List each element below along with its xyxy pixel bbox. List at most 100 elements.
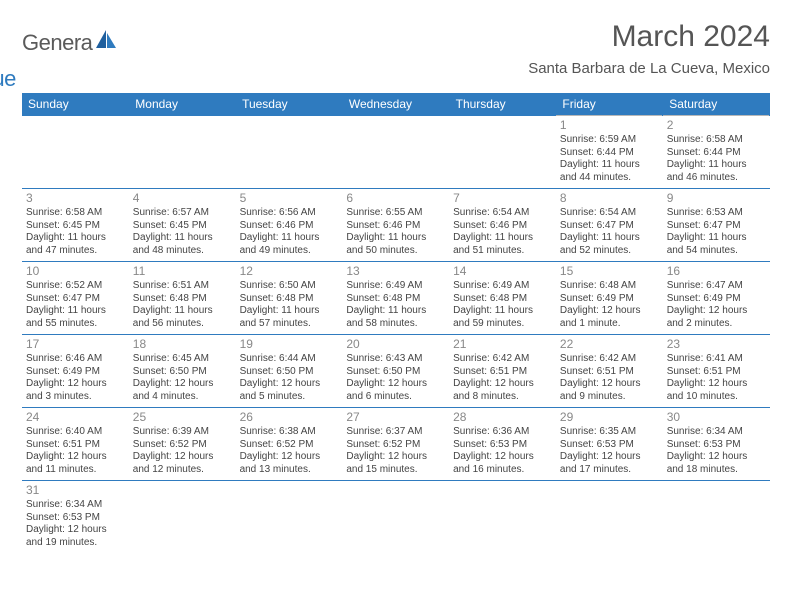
month-title: March 2024 — [528, 20, 770, 54]
daylight-text: and 50 minutes. — [346, 245, 445, 258]
sunrise-text: Sunrise: 6:43 AM — [346, 353, 445, 366]
sunrise-text: Sunrise: 6:38 AM — [240, 426, 339, 439]
sunset-text: Sunset: 6:50 PM — [240, 366, 339, 379]
daylight-text: Daylight: 12 hours — [26, 451, 125, 464]
sunset-text: Sunset: 6:46 PM — [453, 220, 552, 233]
calendar-day-cell: 7Sunrise: 6:54 AMSunset: 6:46 PMDaylight… — [449, 189, 556, 262]
daylight-text: Daylight: 11 hours — [560, 159, 659, 172]
day-header: Saturday — [663, 93, 770, 116]
daylight-text: and 59 minutes. — [453, 318, 552, 331]
sunrise-text: Sunrise: 6:41 AM — [667, 353, 766, 366]
day-number: 20 — [346, 337, 445, 352]
daylight-text: Daylight: 11 hours — [240, 305, 339, 318]
daylight-text: Daylight: 12 hours — [667, 451, 766, 464]
calendar-day-cell: 27Sunrise: 6:37 AMSunset: 6:52 PMDayligh… — [342, 408, 449, 481]
sunrise-text: Sunrise: 6:42 AM — [560, 353, 659, 366]
sunrise-text: Sunrise: 6:36 AM — [453, 426, 552, 439]
daylight-text: Daylight: 12 hours — [560, 378, 659, 391]
day-number: 29 — [560, 410, 659, 425]
sunset-text: Sunset: 6:51 PM — [453, 366, 552, 379]
day-number: 31 — [26, 483, 125, 498]
day-header: Monday — [129, 93, 236, 116]
calendar-day-cell — [129, 481, 236, 554]
day-number: 24 — [26, 410, 125, 425]
daylight-text: Daylight: 11 hours — [560, 232, 659, 245]
daylight-text: and 5 minutes. — [240, 391, 339, 404]
sunrise-text: Sunrise: 6:49 AM — [346, 280, 445, 293]
daylight-text: and 49 minutes. — [240, 245, 339, 258]
daylight-text: Daylight: 11 hours — [346, 305, 445, 318]
sunrise-text: Sunrise: 6:46 AM — [26, 353, 125, 366]
calendar-day-cell — [663, 481, 770, 554]
daylight-text: and 19 minutes. — [26, 537, 125, 550]
daylight-text: Daylight: 12 hours — [667, 378, 766, 391]
daylight-text: and 18 minutes. — [667, 464, 766, 477]
sunset-text: Sunset: 6:51 PM — [560, 366, 659, 379]
daylight-text: Daylight: 11 hours — [453, 305, 552, 318]
sunset-text: Sunset: 6:51 PM — [26, 439, 125, 452]
calendar-day-cell: 2Sunrise: 6:58 AMSunset: 6:44 PMDaylight… — [663, 116, 770, 189]
calendar-day-cell: 6Sunrise: 6:55 AMSunset: 6:46 PMDaylight… — [342, 189, 449, 262]
calendar-day-cell: 9Sunrise: 6:53 AMSunset: 6:47 PMDaylight… — [663, 189, 770, 262]
sunset-text: Sunset: 6:45 PM — [133, 220, 232, 233]
daylight-text: Daylight: 12 hours — [133, 451, 232, 464]
daylight-text: and 6 minutes. — [346, 391, 445, 404]
daylight-text: Daylight: 12 hours — [26, 524, 125, 537]
calendar-day-cell — [22, 116, 129, 189]
day-number: 23 — [667, 337, 766, 352]
sunrise-text: Sunrise: 6:37 AM — [346, 426, 445, 439]
daylight-text: Daylight: 12 hours — [240, 378, 339, 391]
daylight-text: and 56 minutes. — [133, 318, 232, 331]
day-number: 9 — [667, 191, 766, 206]
day-number: 4 — [133, 191, 232, 206]
sunrise-text: Sunrise: 6:48 AM — [560, 280, 659, 293]
daylight-text: Daylight: 12 hours — [346, 378, 445, 391]
daylight-text: Daylight: 12 hours — [560, 305, 659, 318]
sunset-text: Sunset: 6:50 PM — [133, 366, 232, 379]
daylight-text: and 44 minutes. — [560, 172, 659, 185]
sunset-text: Sunset: 6:51 PM — [667, 366, 766, 379]
sunset-text: Sunset: 6:45 PM — [26, 220, 125, 233]
daylight-text: and 15 minutes. — [346, 464, 445, 477]
logo: Genera lue — [22, 20, 118, 83]
day-number: 21 — [453, 337, 552, 352]
calendar-day-cell: 8Sunrise: 6:54 AMSunset: 6:47 PMDaylight… — [556, 189, 663, 262]
calendar-day-cell: 5Sunrise: 6:56 AMSunset: 6:46 PMDaylight… — [236, 189, 343, 262]
calendar-day-cell: 13Sunrise: 6:49 AMSunset: 6:48 PMDayligh… — [342, 262, 449, 335]
calendar-day-cell: 24Sunrise: 6:40 AMSunset: 6:51 PMDayligh… — [22, 408, 129, 481]
sunrise-text: Sunrise: 6:59 AM — [560, 134, 659, 147]
calendar-day-cell — [236, 481, 343, 554]
day-number: 27 — [346, 410, 445, 425]
daylight-text: and 11 minutes. — [26, 464, 125, 477]
day-number: 28 — [453, 410, 552, 425]
day-number: 18 — [133, 337, 232, 352]
calendar-day-cell: 16Sunrise: 6:47 AMSunset: 6:49 PMDayligh… — [663, 262, 770, 335]
sunset-text: Sunset: 6:53 PM — [560, 439, 659, 452]
day-number: 26 — [240, 410, 339, 425]
calendar-week-row: 10Sunrise: 6:52 AMSunset: 6:47 PMDayligh… — [22, 262, 770, 335]
calendar-week-row: 17Sunrise: 6:46 AMSunset: 6:49 PM Dayligh… — [22, 335, 770, 408]
day-number: 2 — [667, 118, 766, 133]
calendar-day-cell: 31Sunrise: 6:34 AMSunset: 6:53 PMDayligh… — [22, 481, 129, 554]
daylight-text: and 57 minutes. — [240, 318, 339, 331]
calendar-day-cell — [342, 481, 449, 554]
day-number: 1 — [560, 118, 659, 133]
sunrise-text: Sunrise: 6:49 AM — [453, 280, 552, 293]
daylight-text: Daylight: 11 hours — [346, 232, 445, 245]
sunrise-text: Sunrise: 6:39 AM — [133, 426, 232, 439]
daylight-text: Daylight: 11 hours — [667, 159, 766, 172]
sunrise-text: Sunrise: 6:51 AM — [133, 280, 232, 293]
day-number: 15 — [560, 264, 659, 279]
calendar-day-cell: 26Sunrise: 6:38 AMSunset: 6:52 PMDayligh… — [236, 408, 343, 481]
calendar-day-cell — [342, 116, 449, 189]
daylight-text: Daylight: 12 hours — [240, 451, 339, 464]
daylight-text: and 9 minutes. — [560, 391, 659, 404]
sunrise-text: Sunrise: 6:42 AM — [453, 353, 552, 366]
title-block: March 2024 Santa Barbara de La Cueva, Me… — [528, 20, 770, 77]
sunset-text: Sunset: 6:49 PM — [26, 366, 125, 379]
day-number: 17 — [26, 337, 125, 352]
sunrise-text: Sunrise: 6:35 AM — [560, 426, 659, 439]
sunset-text: Sunset: 6:48 PM — [133, 293, 232, 306]
sunrise-text: Sunrise: 6:47 AM — [667, 280, 766, 293]
calendar-day-cell: 12Sunrise: 6:50 AMSunset: 6:48 PMDayligh… — [236, 262, 343, 335]
